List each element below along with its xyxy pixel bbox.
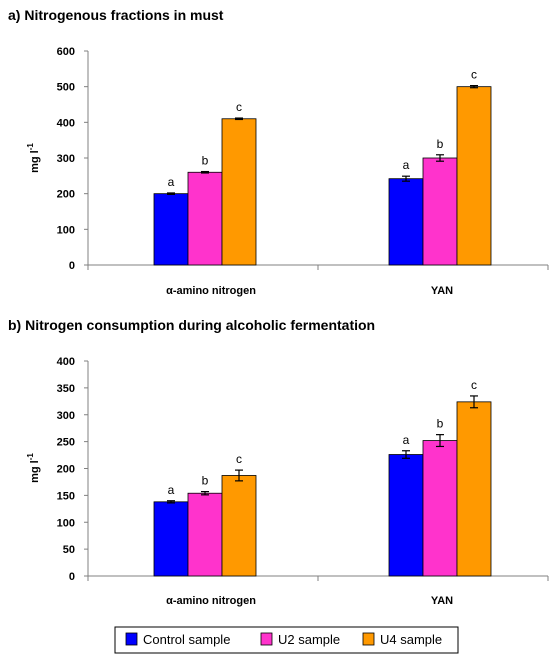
panel-b-significance-label-amino-control: a	[168, 483, 175, 497]
panel-b-category-label-amino: α-amino nitrogen	[166, 595, 256, 607]
panel-a-significance-label-yan-control: a	[403, 158, 410, 172]
panel-b-bars: a b c a b c	[153, 378, 492, 577]
panel-b-y-tick-label: 200	[57, 464, 75, 476]
legend: Control sample U2 sample U4 sample	[114, 626, 459, 654]
panel-b-category-label-yan: YAN	[431, 595, 453, 607]
panel-b-y-axis-label: mg l-1	[26, 453, 41, 483]
panel-b-bar-yan-u4	[456, 401, 492, 577]
panel-a-bar-yan-u4	[456, 86, 492, 266]
panel-b-error-bar-amino-u4	[235, 469, 243, 482]
panel-b-significance-label-yan-u4: c	[471, 378, 477, 392]
panel-a-error-bar-yan-u2	[436, 154, 444, 162]
panel-a-category-label-amino: α-amino nitrogen	[166, 285, 256, 297]
panel-b-error-bar-yan-u2	[436, 434, 444, 448]
panel-a-y-axis-label: mg l-1	[26, 143, 41, 173]
panel-b-bar-amino-control	[153, 501, 189, 577]
panel-b-significance-label-yan-control: a	[403, 433, 410, 447]
panel-b-y-tick-label: 150	[57, 490, 75, 502]
panel-b-bar-yan-u2	[422, 440, 458, 577]
panel-a-significance-label-yan-u2: b	[437, 137, 444, 151]
panel-b-y-tick-label: 100	[57, 517, 75, 529]
panel-a-y-tick-label: 200	[57, 189, 75, 201]
panel-b-title: b) Nitrogen consumption during alcoholic…	[8, 317, 375, 333]
panel-a-error-bar-yan-control	[402, 175, 410, 182]
panel-a-bar-amino-control	[153, 193, 189, 266]
panel-b-error-bar-yan-control	[402, 450, 410, 459]
legend-swatch-u2	[260, 632, 273, 646]
panel-a-y-tick-label: 500	[57, 82, 75, 94]
panel-a-significance-label-amino-control: a	[168, 175, 175, 189]
legend-label-u2: U2 sample	[278, 632, 340, 647]
panel-b-error-bar-amino-u2	[201, 491, 209, 496]
panel-a-error-bar-amino-control	[167, 192, 175, 195]
legend-swatch-u4	[362, 632, 375, 646]
panel-a-y-tick-label: 0	[69, 260, 75, 272]
panel-a-bar-yan-control	[388, 178, 424, 266]
panel-a-error-bar-amino-u2	[201, 170, 209, 174]
panel-a-bar-yan-u2	[422, 157, 458, 266]
panel-b-y-tick-label: 50	[63, 544, 75, 556]
panel-b-y-tick-label: 300	[57, 410, 75, 422]
legend-label-control: Control sample	[143, 632, 230, 647]
legend-box	[114, 626, 459, 654]
panel-b-bar-yan-control	[388, 454, 424, 577]
panel-a-bars: a b c a b c	[153, 68, 492, 266]
panel-b: b) Nitrogen consumption during alcoholic…	[8, 317, 549, 607]
panel-a-bar-amino-u2	[187, 171, 223, 266]
legend-label-u4: U4 sample	[380, 632, 442, 647]
panel-b-y-tick-label: 0	[69, 571, 75, 583]
panel-a-error-bar-amino-u4	[235, 117, 243, 121]
panel-b-y-tick-label: 400	[57, 356, 75, 368]
panel-b-significance-label-yan-u2: b	[437, 417, 444, 431]
panel-a-title: a) Nitrogenous fractions in must	[8, 7, 224, 23]
panel-b-significance-label-amino-u4: c	[236, 452, 242, 466]
panel-b-error-bar-amino-control	[167, 500, 175, 504]
panel-a-bar-amino-u4	[221, 118, 257, 266]
panel-a-category-label-yan: YAN	[431, 285, 453, 297]
panel-a: a) Nitrogenous fractions in must mg l-1 …	[8, 7, 549, 297]
panel-a-error-bar-yan-u4	[470, 84, 478, 89]
panel-b-y-tick-label: 250	[57, 437, 75, 449]
panel-b-significance-label-amino-u2: b	[202, 474, 209, 488]
panel-a-significance-label-yan-u4: c	[471, 68, 477, 82]
panel-a-y-tick-label: 100	[57, 224, 75, 236]
panel-a-y-tick-label: 300	[57, 153, 75, 165]
panel-a-significance-label-amino-u4: c	[236, 100, 242, 114]
panel-b-bar-amino-u2	[187, 492, 223, 577]
panel-a-y-tick-label: 600	[57, 46, 75, 58]
legend-swatch-control	[125, 632, 138, 646]
panel-a-significance-label-amino-u2: b	[202, 154, 209, 168]
panel-a-y-tick-label: 400	[57, 117, 75, 129]
panel-b-error-bar-yan-u4	[470, 395, 478, 409]
panel-b-y-tick-label: 350	[57, 383, 75, 395]
panel-b-bar-amino-u4	[221, 475, 257, 577]
